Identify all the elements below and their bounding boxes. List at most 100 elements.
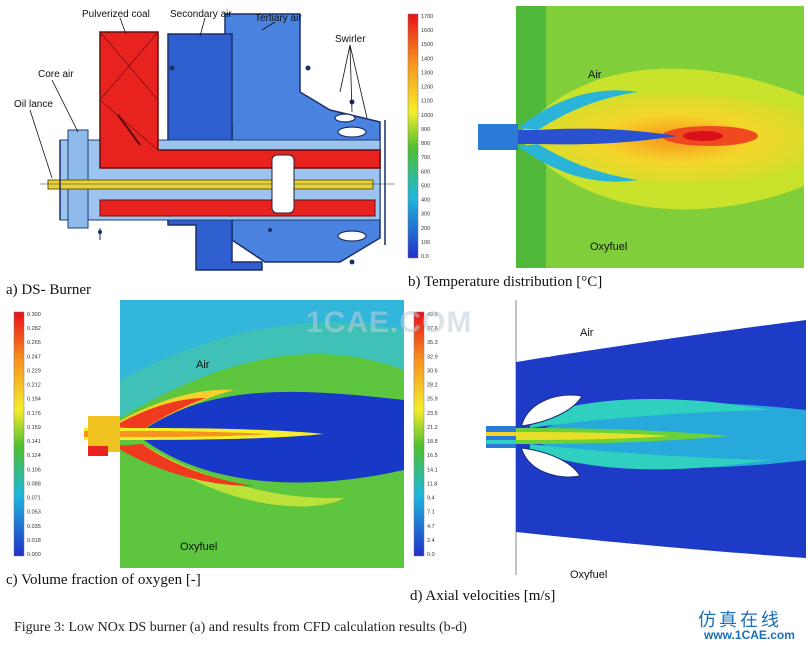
- oxygen-upper-fade: [120, 300, 404, 380]
- label-tertiary-air: Tertiary air: [255, 13, 302, 24]
- colorbar-tick-label: 0.176: [27, 411, 41, 417]
- temperature-core-jet: [478, 128, 678, 145]
- colorbar-tick-label: 23.5: [427, 411, 438, 417]
- coal-annulus-lower: [99, 199, 376, 217]
- temperature-hot-spot: [683, 131, 723, 141]
- temperature-colorbar: 1700 1600 1500 1400 1300 1200 1100 1000 900 800 70…: [407, 13, 433, 260]
- colorbar-tick-label: 0.194: [27, 397, 41, 403]
- colorbar-tick-label: 0.000: [27, 552, 41, 558]
- velocity-colorbar: 40.0 37.6 35.3 32.9 30.6 28.2 25.9 23.5 21.2 18.8…: [413, 311, 438, 558]
- colorbar-tick-label: 100: [421, 240, 430, 246]
- colorbar-tick-label: 0.159: [27, 425, 41, 431]
- velocity-upper-bubble: [521, 394, 583, 427]
- colorbar-tick-label: 900: [421, 127, 430, 133]
- caption-panel-a: a) DS- Burner: [6, 282, 91, 298]
- colorbar-tick-label: 600: [421, 169, 430, 175]
- colorbar-tick-label: 0.035: [27, 524, 41, 530]
- colorbar-tick-label: 700: [421, 155, 430, 161]
- oxygen-colorbar: 0.300 0.282 0.265 0.247 0.229 0.212 0.194 0.176…: [13, 311, 41, 558]
- temperature-plume-mid: [518, 93, 804, 184]
- bolt-markers: [98, 65, 355, 265]
- velocity-burner-nozzle: [486, 426, 516, 448]
- oxygen-oxyfuel-label: Oxyfuel: [180, 541, 217, 553]
- temperature-colorbar-scale: [407, 13, 419, 259]
- swirler-blades: [334, 113, 367, 242]
- temperature-air-jet-lower: [518, 144, 638, 182]
- tertiary-air-housing: [224, 13, 381, 263]
- label-core-air: Core air: [38, 69, 74, 80]
- colorbar-tick-label: 9.4: [427, 496, 435, 502]
- colorbar-tick-label: 0.071: [27, 496, 41, 502]
- temperature-air-label: Air: [588, 69, 602, 81]
- temperature-colorbar-ticks: 1700 1600 1500 1400 1300 1200 1100 1000 900 800 70…: [421, 14, 433, 260]
- oxygen-core-jet-inner: [84, 431, 269, 437]
- watermark-text: 1CAE.COM: [306, 306, 473, 339]
- colorbar-tick-label: 25.9: [427, 397, 438, 403]
- colorbar-tick-label: 18.8: [427, 439, 438, 445]
- colorbar-tick-label: 0.053: [27, 510, 41, 516]
- velocity-colorbar-scale: [413, 311, 425, 557]
- brand-url-link[interactable]: www.1CAE.com: [704, 628, 795, 642]
- colorbar-tick-label: 0.0: [421, 254, 429, 260]
- colorbar-tick-label: 11.8: [427, 481, 437, 487]
- colorbar-tick-label: 35.3: [427, 340, 438, 346]
- velocity-field: Air Oxyfuel: [486, 300, 806, 580]
- colorbar-tick-label: 300: [421, 212, 430, 218]
- label-secondary-air: Secondary air: [170, 9, 232, 20]
- colorbar-tick-label: 400: [421, 198, 430, 204]
- velocity-core-jet-inner: [500, 432, 670, 440]
- colorbar-tick-label: 4.7: [427, 524, 435, 530]
- burner-schematic: Pulverized coal Secondary air Tertiary a…: [14, 9, 395, 271]
- colorbar-tick-label: 32.9: [427, 354, 438, 360]
- colorbar-tick-label: 0.106: [27, 467, 41, 473]
- oxygen-field: Air Oxyfuel: [84, 300, 404, 568]
- colorbar-tick-label: 0.141: [27, 439, 41, 445]
- colorbar-tick-label: 1600: [421, 28, 433, 34]
- colorbar-tick-label: 0.229: [27, 368, 41, 374]
- colorbar-tick-label: 800: [421, 141, 430, 147]
- coal-duct-lattice: [117, 114, 141, 146]
- temperature-field: Air Oxyfuel: [478, 6, 804, 268]
- colorbar-tick-label: 0.0: [427, 552, 435, 558]
- colorbar-tick-label: 16.5: [427, 453, 438, 459]
- colorbar-tick-label: 0.124: [27, 453, 41, 459]
- colorbar-tick-label: 1200: [421, 85, 433, 91]
- label-swirler: Swirler: [335, 34, 366, 45]
- colorbar-tick-label: 200: [421, 226, 430, 232]
- colorbar-tick-label: 500: [421, 183, 430, 189]
- temperature-air-jet-upper: [518, 90, 638, 130]
- colorbar-tick-label: 1000: [421, 113, 433, 119]
- coal-duct-lattice: [99, 99, 159, 151]
- colorbar-tick-label: 37.6: [427, 326, 438, 332]
- velocity-oxyfuel-label: Oxyfuel: [570, 569, 607, 580]
- oxygen-air-label: Air: [196, 359, 210, 371]
- colorbar-tick-label: 1100: [421, 99, 433, 105]
- velocity-air-label: Air: [580, 327, 594, 339]
- colorbar-tick-label: 1400: [421, 56, 433, 62]
- colorbar-tick-label: 14.1: [427, 467, 438, 473]
- temperature-oxyfuel-label: Oxyfuel: [590, 241, 627, 253]
- brand-chinese-name: 仿真在线: [698, 610, 782, 631]
- colorbar-tick-label: 28.2: [427, 383, 438, 389]
- oxygen-lower-jet: [114, 444, 254, 486]
- colorbar-tick-label: 40.0: [427, 312, 438, 318]
- caption-panel-c: c) Volume fraction of oxygen [-]: [6, 572, 201, 588]
- oxygen-colorbar-scale: [13, 311, 25, 557]
- velocity-outer-band: [530, 444, 770, 470]
- velocity-lower-bubble: [521, 447, 581, 478]
- colorbar-tick-label: 7.1: [427, 510, 435, 516]
- colorbar-tick-label: 1500: [421, 42, 433, 48]
- colorbar-tick-label: 1300: [421, 70, 433, 76]
- colorbar-tick-label: 0.212: [27, 383, 41, 389]
- figure-caption: Figure 3: Low NOx DS burner (a) and resu…: [14, 620, 467, 635]
- temperature-burner-nozzle: [478, 124, 518, 150]
- velocity-outer-band: [530, 398, 770, 428]
- oxygen-colorbar-ticks: 0.300 0.282 0.265 0.247 0.229 0.212 0.194 0.176…: [27, 312, 41, 558]
- colorbar-tick-label: 0.265: [27, 340, 41, 346]
- oxygen-upper-jet-core: [114, 398, 206, 430]
- colorbar-tick-label: 0.282: [27, 326, 41, 332]
- colorbar-tick-label: 0.300: [27, 312, 41, 318]
- leader-lines: [29, 17, 368, 179]
- colorbar-tick-label: 21.2: [427, 425, 438, 431]
- secondary-air-damper: [271, 154, 295, 214]
